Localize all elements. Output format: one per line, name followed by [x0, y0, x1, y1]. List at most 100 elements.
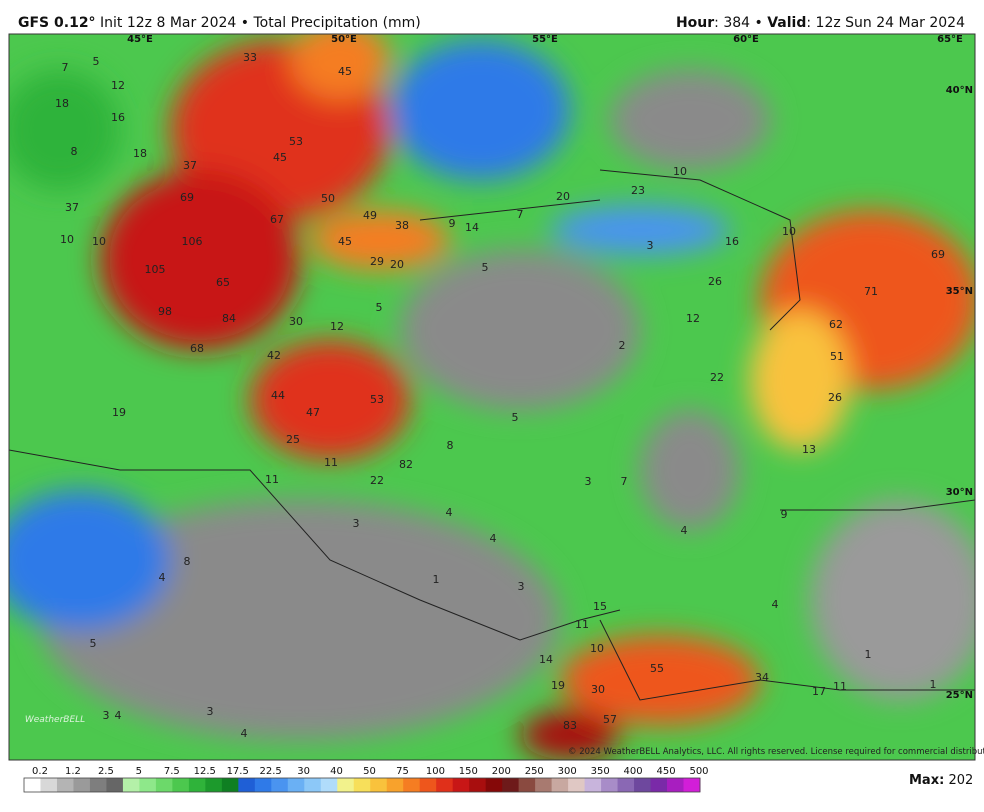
map-label: 82 [399, 458, 413, 471]
map-label: 62 [829, 318, 843, 331]
colorbar-swatch [535, 778, 553, 792]
map-label: 10 [92, 235, 106, 248]
colorbar-label: 150 [459, 766, 478, 777]
colorbar-swatch [221, 778, 239, 792]
map-label: 65 [216, 276, 230, 289]
colorbar-swatch [40, 778, 58, 792]
header-left: GFS 0.12° Init 12z 8 Mar 2024 • Total Pr… [18, 15, 421, 31]
colorbar-label: 12.5 [194, 766, 216, 777]
map-label: 4 [490, 532, 497, 545]
map-label: 10 [782, 225, 796, 238]
map-label: 4 [681, 524, 688, 537]
colorbar-swatch [568, 778, 586, 792]
map-label: 8 [71, 145, 78, 158]
map-label: 50 [321, 192, 335, 205]
map-label: 8 [184, 555, 191, 568]
map-label: 15 [593, 600, 607, 613]
map-label: 83 [563, 719, 577, 732]
colorbar-swatch [617, 778, 635, 792]
colorbar-swatch [287, 778, 305, 792]
colorbar-label: 400 [624, 766, 643, 777]
map-label: 8 [447, 439, 454, 452]
map-label: 11 [265, 473, 279, 486]
colorbar-label: 5 [136, 766, 142, 777]
colorbar-swatch [188, 778, 206, 792]
map-label: 1 [433, 573, 440, 586]
copyright: © 2024 WeatherBELL Analytics, LLC. All r… [568, 747, 984, 757]
map-label: 16 [111, 111, 125, 124]
colorbar-swatch [271, 778, 289, 792]
map-label: 3 [647, 239, 654, 252]
colorbar-label: 500 [689, 766, 708, 777]
coordinate-label: 60°E [733, 34, 759, 45]
map-label: 7 [517, 208, 524, 221]
colorbar-swatch [353, 778, 371, 792]
map-label: 69 [931, 248, 945, 261]
map-label: 18 [55, 97, 69, 110]
colorbar-swatch [106, 778, 124, 792]
map-label: 3 [207, 705, 214, 718]
colorbar-swatch [238, 778, 256, 792]
coordinate-label: 30°N [946, 487, 973, 498]
map-label: 53 [289, 135, 303, 148]
logo: WeatherBELL [25, 715, 85, 725]
map-label: 12 [111, 79, 125, 92]
map-label: 1 [930, 678, 937, 691]
colorbar-label: 450 [657, 766, 676, 777]
map-label: 13 [802, 443, 816, 456]
map-label: 5 [376, 301, 383, 314]
colorbar-swatch [683, 778, 701, 792]
colorbar-frame [23, 777, 701, 793]
map-label: 3 [518, 580, 525, 593]
map-label: 20 [556, 190, 570, 203]
coordinate-label: 50°E [331, 34, 357, 45]
max: Max: 202 [909, 773, 973, 788]
map-label: 2 [619, 339, 626, 352]
map-label: 11 [324, 456, 338, 469]
colorbar-swatch [73, 778, 91, 792]
colorbar-swatch [436, 778, 454, 792]
colorbar-swatch [205, 778, 223, 792]
map-label: 105 [145, 263, 166, 276]
map-label: 37 [183, 159, 197, 172]
map-label: 5 [512, 411, 519, 424]
map-label: 30 [591, 683, 605, 696]
colorbar-swatch [584, 778, 602, 792]
map-label: 14 [465, 221, 479, 234]
map-label: 19 [112, 406, 126, 419]
colorbar-label: 300 [558, 766, 577, 777]
colorbar-swatch [122, 778, 140, 792]
colorbar-swatch [518, 778, 536, 792]
colorbar-swatch [337, 778, 355, 792]
map-label: 4 [241, 727, 248, 740]
map-label: 33 [243, 51, 257, 64]
colorbar-swatch [320, 778, 338, 792]
colorbar-swatch [304, 778, 322, 792]
map-label: 7 [62, 61, 69, 74]
colorbar-label: 75 [396, 766, 409, 777]
map-label: 3 [103, 709, 110, 722]
map-label: 5 [93, 55, 100, 68]
map-label: 51 [830, 350, 844, 363]
map [9, 34, 975, 760]
map-label: 30 [289, 315, 303, 328]
coordinate-label: 40°N [946, 85, 973, 96]
map-label: 19 [551, 679, 565, 692]
map-label: 4 [159, 571, 166, 584]
colorbar-swatch [172, 778, 190, 792]
header-right: Hour: 384 • Valid: 12z Sun 24 Mar 2024 [676, 15, 965, 31]
colorbar-label: 7.5 [164, 766, 180, 777]
colorbar-swatch [403, 778, 421, 792]
map-label: 71 [864, 285, 878, 298]
map-label: 3 [353, 517, 360, 530]
map-label: 44 [271, 389, 285, 402]
map-label: 12 [686, 312, 700, 325]
map-label: 4 [115, 709, 122, 722]
map-label: 98 [158, 305, 172, 318]
map-label: 37 [65, 201, 79, 214]
colorbar-swatch [24, 778, 41, 792]
map-label: 84 [222, 312, 236, 325]
colorbar-swatch [502, 778, 520, 792]
coordinate-label: 65°E [937, 34, 963, 45]
colorbar-label: 0.2 [32, 766, 48, 777]
